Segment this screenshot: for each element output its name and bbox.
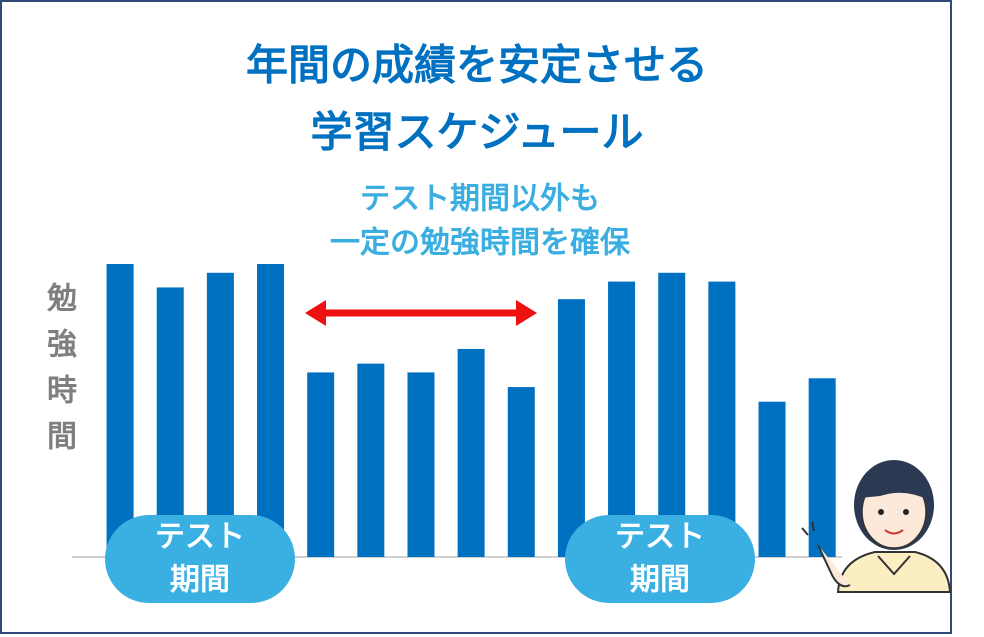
bar [457, 348, 485, 557]
bar [357, 363, 385, 557]
y-axis-label-char: 強 [47, 328, 77, 363]
bar [407, 372, 435, 557]
bar [808, 378, 836, 557]
subtitle: テスト期間以外も [360, 182, 600, 217]
bar [307, 372, 335, 557]
bar [557, 299, 585, 557]
subtitle: 一定の勉強時間を確保 [330, 226, 631, 261]
annotation-pill [105, 515, 295, 603]
bar [608, 281, 636, 557]
y-axis-label-char: 間 [47, 420, 77, 455]
annotation-text: テスト [155, 520, 245, 555]
arrow [305, 300, 537, 326]
bar [507, 387, 535, 557]
bar [708, 281, 736, 557]
y-axis-label-char: 勉 [46, 282, 77, 317]
bar [658, 272, 686, 557]
chart-title: 学習スケジュール [310, 108, 643, 157]
bar [106, 264, 134, 557]
bar [156, 287, 184, 557]
student-illustration [801, 460, 952, 593]
bar [758, 401, 786, 557]
chart-title: 年間の成績を安定させる [246, 41, 708, 90]
annotation-text: テスト [615, 520, 705, 555]
annotation-pill [565, 515, 755, 603]
bar [206, 272, 234, 557]
y-axis-label-char: 時 [47, 374, 77, 409]
bar [257, 264, 285, 557]
annotation-text: 期間 [170, 563, 230, 598]
annotation-text: 期間 [630, 563, 690, 598]
